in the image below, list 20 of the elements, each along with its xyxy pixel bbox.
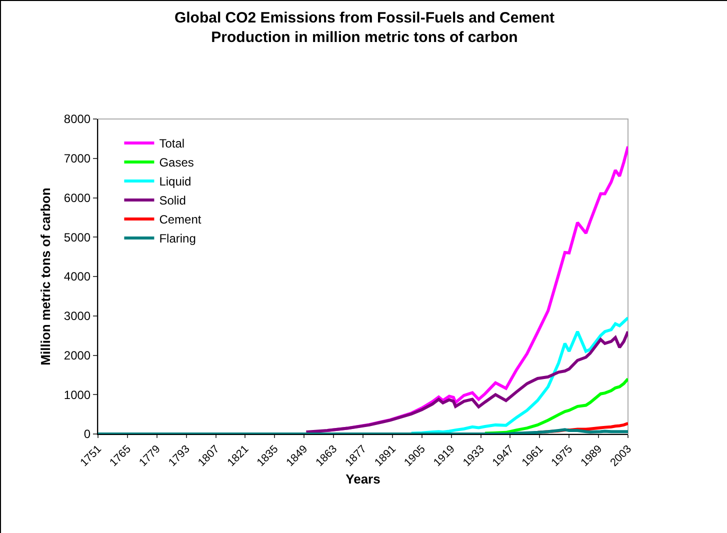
y-tick-label: 0 [84, 427, 91, 442]
line-series [410, 316, 628, 434]
x-axis-title: Years [346, 472, 380, 487]
legend-label: Total [159, 136, 185, 151]
y-axis-title: Million metric tons of carbon [38, 188, 53, 366]
y-tick-label: 2000 [64, 348, 91, 362]
legend-label: Cement [159, 212, 202, 227]
y-tick-label: 8000 [64, 112, 91, 126]
legend-label: Liquid [159, 174, 192, 189]
y-tick-label: 7000 [64, 152, 91, 166]
y-tick-label: 1000 [64, 388, 91, 402]
legend-label: Flaring [159, 232, 196, 246]
y-tick-label: 4000 [64, 270, 91, 284]
y-tick-label: 5000 [64, 230, 91, 244]
y-tick-label: 3000 [64, 309, 91, 324]
line-series [304, 330, 628, 434]
y-tick-label: 6000 [64, 190, 91, 205]
chart-title: Global CO2 Emissions from Fossil-Fuels and Cement Production in million metric tons of carbon [174, 9, 555, 46]
legend-label: Gases [159, 156, 194, 170]
legend-label: Solid [159, 194, 186, 208]
